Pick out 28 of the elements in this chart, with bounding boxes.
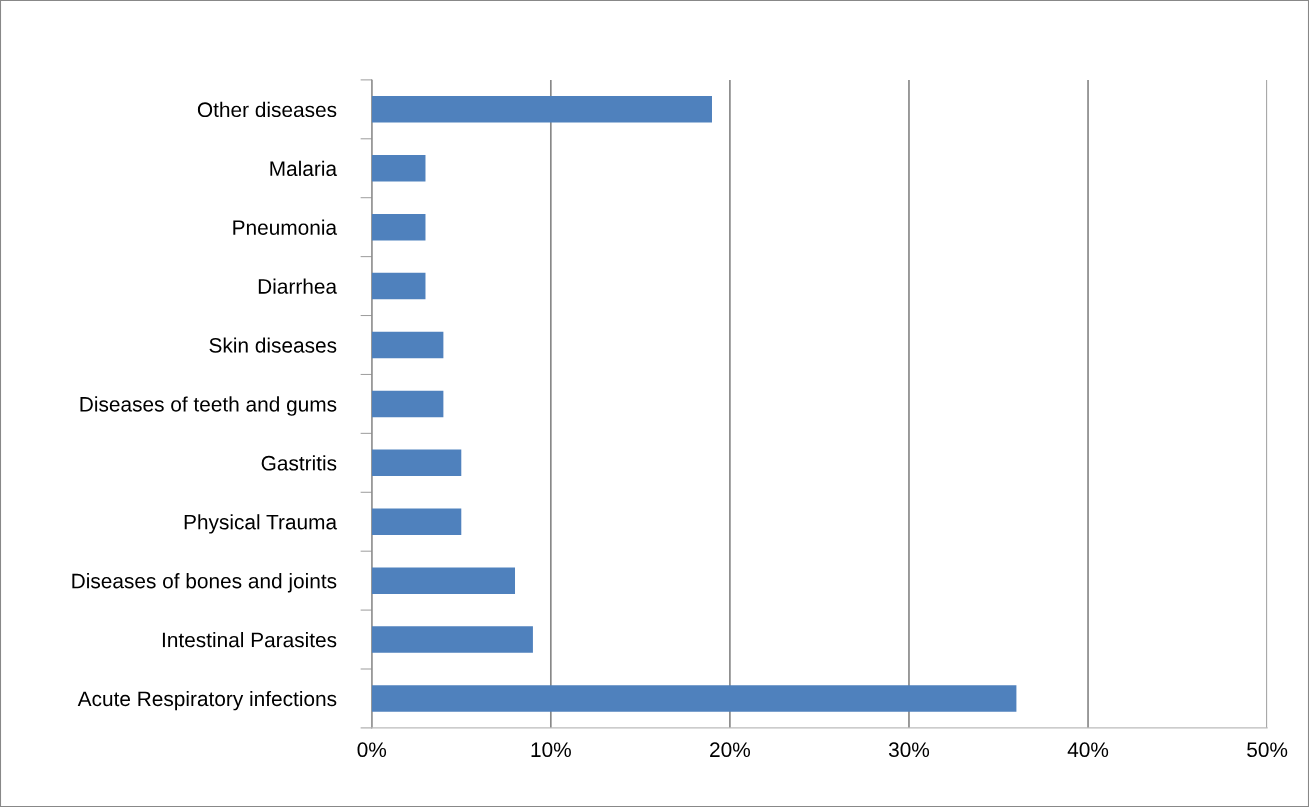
y-tick-label: Diseases of teeth and gums bbox=[80, 396, 337, 416]
y-tick-label: Physical Trauma bbox=[184, 514, 338, 534]
bar bbox=[371, 155, 426, 182]
y-tick-label: Malaria bbox=[270, 160, 338, 177]
bar bbox=[371, 390, 444, 418]
bar bbox=[371, 213, 426, 241]
x-tick-label: 30% bbox=[888, 742, 930, 758]
y-tick-label: Acute Respiratory infections bbox=[77, 690, 337, 711]
x-tick-label: 40% bbox=[1067, 742, 1109, 758]
bar bbox=[371, 567, 516, 594]
y-tick-label: Diarrhea bbox=[258, 278, 338, 294]
x-tick-label: 50% bbox=[1247, 742, 1288, 758]
bar bbox=[371, 96, 712, 123]
bar bbox=[371, 331, 444, 359]
x-tick-label: 10% bbox=[531, 742, 571, 758]
y-tick-label: Pneumonia bbox=[233, 219, 338, 235]
y-tick-label: Gastritis bbox=[261, 455, 337, 471]
bar bbox=[371, 626, 533, 653]
bar bbox=[371, 508, 462, 535]
y-tick-label: Intestinal Parasites bbox=[162, 632, 337, 648]
y-tick-label: Other diseases bbox=[197, 101, 337, 118]
y-tick-label: Skin diseases bbox=[209, 337, 337, 353]
bar bbox=[371, 449, 462, 477]
bar bbox=[371, 272, 426, 300]
x-tick-label: 20% bbox=[710, 742, 751, 758]
bar bbox=[371, 685, 1017, 712]
y-tick-label: Diseases of bones and joints bbox=[72, 573, 337, 593]
x-tick-label: 0% bbox=[357, 742, 387, 758]
